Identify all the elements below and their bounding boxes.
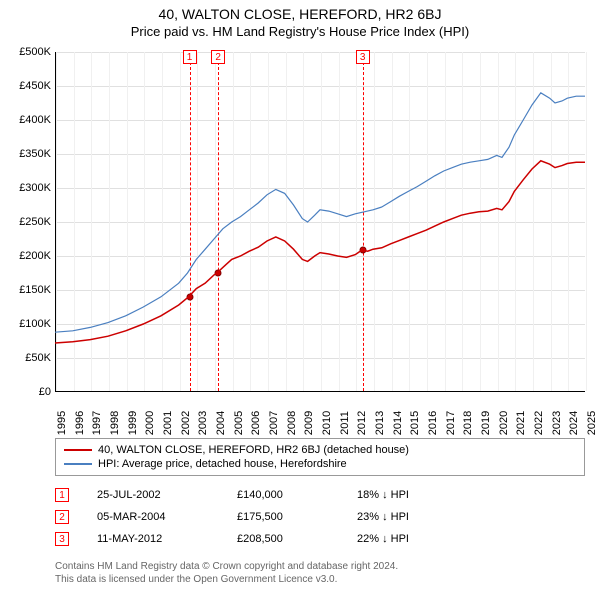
legend: 40, WALTON CLOSE, HEREFORD, HR2 6BJ (det… <box>55 438 585 476</box>
transaction-index: 3 <box>55 532 69 546</box>
x-axis-label: 2011 <box>339 411 351 435</box>
y-axis-label: £300K <box>1 182 51 194</box>
y-axis-label: £400K <box>1 114 51 126</box>
footer-line-1: Contains HM Land Registry data © Crown c… <box>55 560 585 573</box>
x-axis-label: 2016 <box>427 411 439 435</box>
x-axis-label: 2017 <box>445 411 457 435</box>
legend-swatch <box>64 463 92 465</box>
x-axis-label: 1996 <box>74 411 86 435</box>
x-gridline <box>586 52 587 391</box>
x-axis-label: 1997 <box>91 411 103 435</box>
chart-title: 40, WALTON CLOSE, HEREFORD, HR2 6BJ <box>0 0 600 22</box>
x-axis-label: 2005 <box>233 411 245 435</box>
x-axis-label: 2020 <box>498 411 510 435</box>
x-axis-label: 1999 <box>127 411 139 435</box>
transaction-date: 05-MAR-2004 <box>97 511 237 523</box>
hpi-line <box>55 93 585 332</box>
y-axis-label: £500K <box>1 46 51 58</box>
transaction-diff: 22% ↓ HPI <box>357 533 585 545</box>
y-axis-label: £350K <box>1 148 51 160</box>
x-axis-label: 2009 <box>303 411 315 435</box>
y-axis-label: £0 <box>1 386 51 398</box>
transaction-index: 2 <box>55 510 69 524</box>
x-axis-label: 2002 <box>180 411 192 435</box>
y-axis-label: £450K <box>1 80 51 92</box>
y-axis-label: £50K <box>1 352 51 364</box>
x-axis-label: 2008 <box>286 411 298 435</box>
transaction-row: 2 05-MAR-2004£175,50023% ↓ HPI <box>55 506 585 528</box>
transaction-price: £175,500 <box>237 511 357 523</box>
legend-label: 40, WALTON CLOSE, HEREFORD, HR2 6BJ (det… <box>98 444 409 456</box>
legend-item: HPI: Average price, detached house, Here… <box>64 457 576 471</box>
x-axis-label: 2015 <box>409 411 421 435</box>
chart-area: £0£50K£100K£150K£200K£250K£300K£350K£400… <box>55 52 585 392</box>
x-axis-label: 2012 <box>356 411 368 435</box>
transaction-diff: 23% ↓ HPI <box>357 511 585 523</box>
y-axis-label: £100K <box>1 318 51 330</box>
transaction-price: £140,000 <box>237 489 357 501</box>
x-axis-label: 2021 <box>515 411 527 435</box>
x-axis-label: 2000 <box>144 411 156 435</box>
transaction-price: £208,500 <box>237 533 357 545</box>
x-axis-label: 2022 <box>533 411 545 435</box>
y-axis-label: £250K <box>1 216 51 228</box>
transaction-row: 1 25-JUL-2002£140,00018% ↓ HPI <box>55 484 585 506</box>
x-axis-label: 2007 <box>268 411 280 435</box>
x-axis-label: 1995 <box>56 411 68 435</box>
y-axis-label: £150K <box>1 284 51 296</box>
transactions-table: 1 25-JUL-2002£140,00018% ↓ HPI 2 05-MAR-200… <box>55 484 585 550</box>
transaction-diff: 18% ↓ HPI <box>357 489 585 501</box>
footer-line-2: This data is licensed under the Open Gov… <box>55 573 585 586</box>
legend-swatch <box>64 449 92 451</box>
x-axis-label: 2024 <box>568 411 580 435</box>
x-axis-label: 2010 <box>321 411 333 435</box>
x-axis-label: 2014 <box>392 411 404 435</box>
x-axis-label: 2001 <box>162 411 174 435</box>
x-axis-label: 2023 <box>551 411 563 435</box>
x-axis-label: 2003 <box>197 411 209 435</box>
x-axis-label: 2025 <box>586 411 598 435</box>
legend-label: HPI: Average price, detached house, Here… <box>98 458 347 470</box>
transaction-row: 3 11-MAY-2012£208,50022% ↓ HPI <box>55 528 585 550</box>
transaction-date: 11-MAY-2012 <box>97 533 237 545</box>
transaction-index: 1 <box>55 488 69 502</box>
x-axis-label: 2013 <box>374 411 386 435</box>
property-line <box>55 161 585 343</box>
chart-lines-svg <box>55 52 585 392</box>
chart-subtitle: Price paid vs. HM Land Registry's House … <box>0 22 600 45</box>
x-axis-label: 2006 <box>250 411 262 435</box>
x-axis-label: 2004 <box>215 411 227 435</box>
transaction-date: 25-JUL-2002 <box>97 489 237 501</box>
x-axis-label: 2019 <box>480 411 492 435</box>
y-axis-label: £200K <box>1 250 51 262</box>
legend-item: 40, WALTON CLOSE, HEREFORD, HR2 6BJ (det… <box>64 443 576 457</box>
x-axis-label: 1998 <box>109 411 121 435</box>
footer-attribution: Contains HM Land Registry data © Crown c… <box>55 560 585 586</box>
x-axis-label: 2018 <box>462 411 474 435</box>
